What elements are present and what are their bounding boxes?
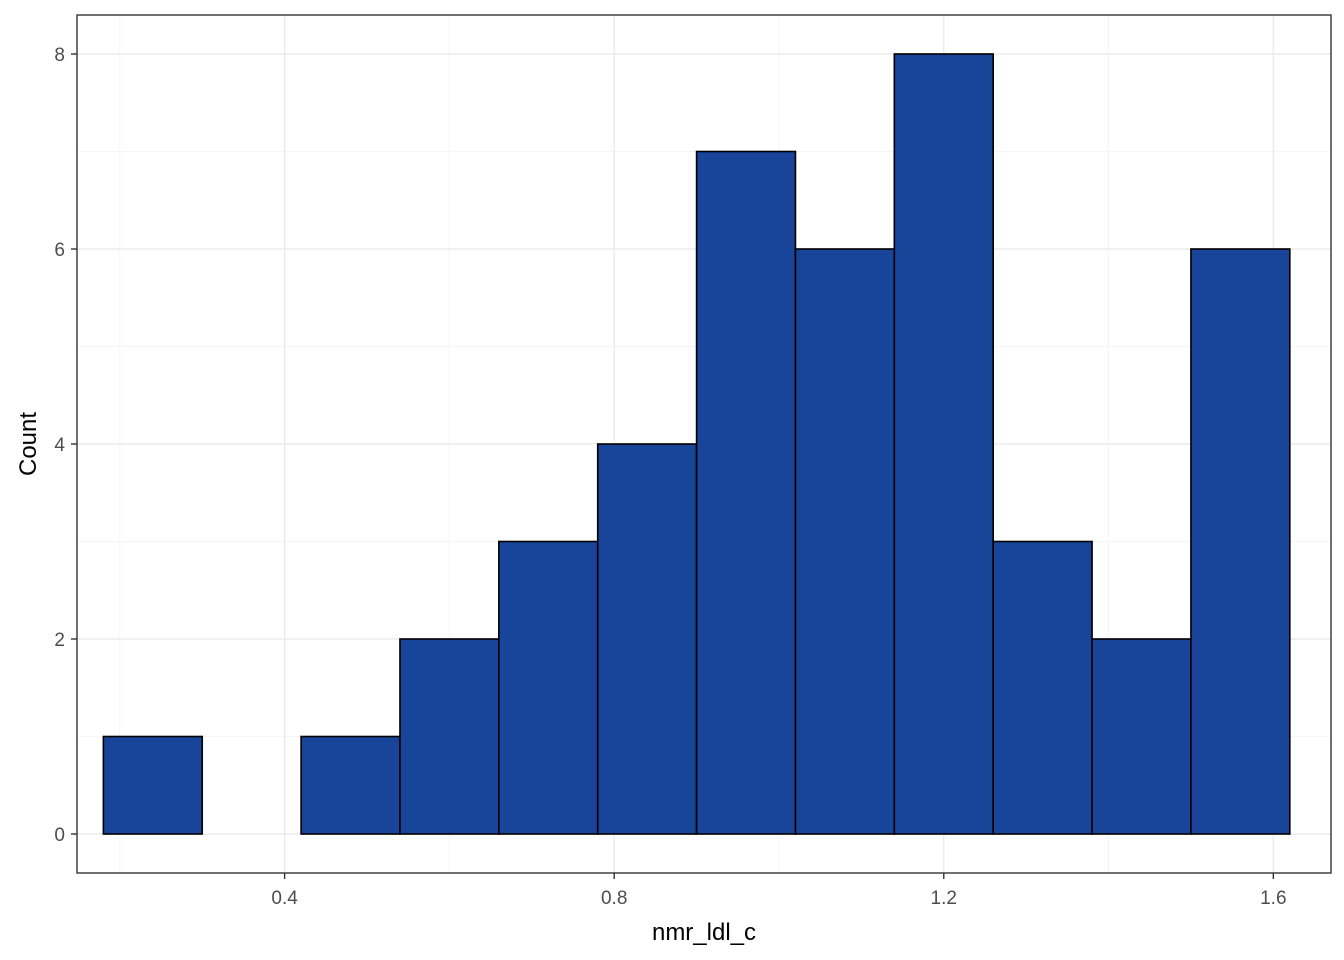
x-tick-label: 1.6 (1260, 888, 1286, 909)
x-axis-title: nmr_ldl_c (652, 919, 756, 946)
histogram-bar (1190, 248, 1291, 835)
y-axis-ticks: 0 2 4 6 8 (54, 45, 77, 846)
histogram-bar (399, 638, 500, 835)
histogram-bar (992, 540, 1093, 835)
histogram-bar (498, 540, 599, 835)
x-axis-ticks: 0.4 0.8 1.2 1.6 (271, 873, 1287, 909)
y-tick-label: 2 (54, 630, 65, 651)
histogram-bar (695, 150, 797, 835)
histogram-bar (300, 735, 401, 835)
histogram-bars (102, 53, 1291, 835)
histogram-bar (794, 248, 896, 835)
histogram-bar (1091, 638, 1192, 835)
histogram-bar (893, 53, 994, 835)
x-tick-label: 1.2 (931, 888, 957, 909)
x-tick-label: 0.4 (271, 888, 298, 909)
x-tick-label: 0.8 (601, 888, 627, 909)
histogram-bar (102, 735, 204, 835)
histogram-bar (596, 443, 698, 835)
y-axis-title: Count (15, 412, 42, 476)
y-tick-label: 0 (54, 825, 65, 846)
y-tick-label: 4 (54, 435, 65, 456)
y-tick-label: 8 (54, 45, 65, 66)
y-tick-label: 6 (54, 240, 65, 261)
